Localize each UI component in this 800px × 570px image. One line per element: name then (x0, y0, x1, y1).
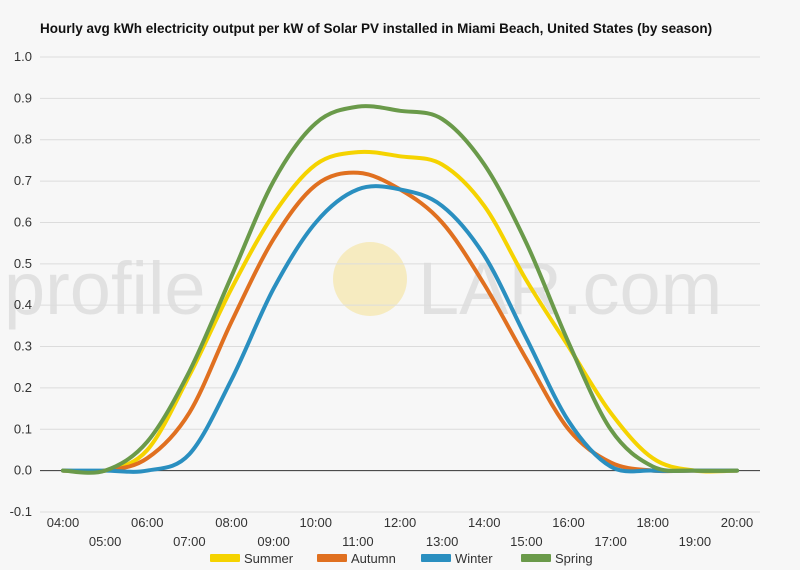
x-tick-label: 17:00 (594, 534, 627, 549)
x-tick-label: 18:00 (636, 515, 669, 530)
y-tick-label: 0.5 (14, 256, 32, 271)
watermark-right-text: LAR.com (418, 247, 722, 330)
legend-item-spring[interactable]: Spring (521, 551, 593, 566)
legend-label: Autumn (351, 551, 396, 566)
y-tick-label: 0.4 (14, 297, 32, 312)
watermark: profile LAR.com (4, 242, 722, 330)
legend-swatch (210, 554, 240, 562)
y-tick-label: 1.0 (14, 49, 32, 64)
y-tick-label: 0.0 (14, 463, 32, 478)
x-axis: 04:00 05:00 06:00 07:00 08:00 09:00 10:00 11:00… (47, 515, 754, 549)
x-tick-label: 14:00 (468, 515, 501, 530)
y-tick-label: 0.8 (14, 132, 32, 147)
x-tick-label: 12:00 (384, 515, 417, 530)
legend-swatch (317, 554, 347, 562)
legend-swatch (521, 554, 551, 562)
x-tick-label: 19:00 (679, 534, 712, 549)
x-tick-label: 05:00 (89, 534, 122, 549)
x-tick-label: 09:00 (257, 534, 290, 549)
y-axis: -0.1 0.0 0.1 0.2 0.3 0.4 0.5 0.6 0.7 0.8 0.9 1.0 (10, 49, 32, 519)
series-line-winter (61, 184, 739, 474)
y-tick-label: 0.9 (14, 90, 32, 105)
y-tick-label: 0.1 (14, 421, 32, 436)
watermark-sun-icon (333, 242, 407, 316)
x-tick-label: 15:00 (510, 534, 543, 549)
x-tick-label: 16:00 (552, 515, 585, 530)
legend-item-winter[interactable]: Winter (421, 551, 493, 566)
legend-swatch (421, 554, 451, 562)
grid (40, 56, 760, 513)
y-tick-label: -0.1 (10, 504, 32, 519)
legend-item-summer[interactable]: Summer (210, 551, 294, 566)
y-tick-label: 0.7 (14, 173, 32, 188)
chart-title: Hourly avg kWh electricity output per kW… (40, 21, 712, 36)
y-tick-label: 0.6 (14, 214, 32, 229)
x-tick-label: 13:00 (426, 534, 459, 549)
x-tick-label: 04:00 (47, 515, 80, 530)
x-tick-label: 10:00 (299, 515, 332, 530)
legend-label: Summer (244, 551, 294, 566)
legend-label: Spring (555, 551, 593, 566)
series-lines (61, 104, 739, 475)
y-tick-label: 0.3 (14, 339, 32, 354)
legend-item-autumn[interactable]: Autumn (317, 551, 396, 566)
watermark-left-text: profile (4, 247, 206, 330)
x-tick-label: 11:00 (342, 534, 374, 549)
legend: Summer Autumn Winter Spring (210, 551, 593, 566)
series-line-summer (61, 149, 739, 475)
x-tick-label: 08:00 (215, 515, 248, 530)
series-line-spring (61, 104, 739, 475)
y-tick-label: 0.2 (14, 380, 32, 395)
x-tick-label: 07:00 (173, 534, 206, 549)
x-tick-label: 06:00 (131, 515, 164, 530)
x-tick-label: 20:00 (721, 515, 754, 530)
legend-label: Winter (455, 551, 493, 566)
